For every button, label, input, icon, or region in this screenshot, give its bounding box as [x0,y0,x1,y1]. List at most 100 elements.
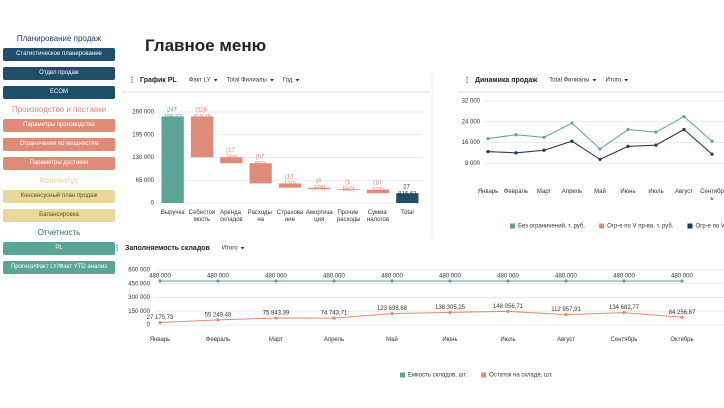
section-title: Производство и поставки [11,105,107,114]
y-tick-label: 32 000 [462,99,481,105]
data-point [158,320,162,325]
x-tick-label: Август [557,337,575,343]
x-tick-label: Страхова ние [277,210,304,223]
x-tick-label: Расходы на [248,210,274,223]
x-tick-label: Март [269,337,284,343]
x-tick-label: Май [386,336,398,343]
legend-label: Емкость складов, шт. [408,373,467,379]
x-tick-label: Май [594,188,606,195]
section-title: Консенсус [39,176,79,185]
chart-title: Динамика продаж [475,77,538,84]
data-label: 27 175,73 [147,315,174,321]
menu-icon [466,81,468,84]
nav-button[interactable]: Параметры доставки [3,157,115,170]
x-tick-label: Август [675,189,693,195]
sidebar-section: Производство и поставки Параметры произво… [3,105,115,170]
data-point [598,157,602,161]
y-tick-label: 65 000 [136,178,155,184]
waterfall-bar [337,189,360,190]
data-label: 84 256,87 [669,310,696,316]
data-point [680,279,684,283]
y-tick-label: 450 000 [128,281,150,287]
y-tick-label: 130 000 [132,155,154,161]
nav-button[interactable]: ECOM [3,86,115,99]
data-point [680,315,684,319]
dropdown-caret [592,79,597,82]
nav-button[interactable]: Статистическое планирование [3,48,115,61]
legend-swatch [510,223,515,229]
dropdown-caret [240,247,245,250]
menu-icon [131,76,133,79]
data-label: 480 000 [323,274,345,280]
x-tick-label: Сумма налогов [367,210,389,223]
nav-button[interactable]: Балансировка [3,209,115,222]
nav-button[interactable]: Параметры производства [3,119,115,132]
dropdown-caret [624,79,629,82]
waterfall-bar [278,183,302,188]
data-point [682,127,686,132]
chart-title: График PL [140,77,177,84]
x-tick-label: Апрель [324,337,344,343]
data-point [390,312,394,316]
legend-label: Без ограничений, т. руб. [518,223,585,230]
waterfall-bar [220,157,243,164]
data-point [654,143,658,147]
data-point [274,316,278,320]
x-tick-label: Февраль [504,189,528,195]
data-label: (10 224) [372,180,384,193]
filter-dropdown[interactable]: Факт LY [189,78,211,84]
filter-dropdown[interactable]: Total Филиалы [227,78,267,84]
nav-button[interactable]: Прогноз/Факт LY/Факт YTD анализ [3,261,115,274]
data-label: 480 000 [207,274,229,280]
data-label: (4 178) [313,178,325,191]
waterfall-bar [190,116,214,158]
data-label: 134 682,77 [609,305,640,311]
menu-icon [466,79,468,81]
x-tick-label: Апрель [562,189,582,195]
nav-button[interactable]: Отдел продаж [3,67,115,80]
x-tick-label: Февраль [206,337,230,343]
menu-icon [116,244,118,247]
filter-dropdown[interactable]: Итого [606,78,622,84]
data-label: (17 280) [225,148,237,161]
data-point [570,139,574,143]
data-point [682,114,686,119]
data-point [622,279,626,283]
data-point [626,127,630,132]
legend-label: Остаток на складе, шт. [489,373,553,379]
data-point [216,318,220,322]
data-label: 27 816.62 [398,184,417,197]
sidebar: Планирование продаж Статистическое планир… [3,30,115,280]
data-point [542,135,546,139]
y-tick-label: 24 000 [462,119,481,125]
data-label: 138 305,25 [435,305,466,311]
x-tick-label: Аренда складов [220,210,243,223]
y-tick-label: 0 [147,323,151,329]
data-point [506,309,510,314]
data-point [390,279,394,283]
data-point [486,137,490,141]
data-point [158,279,162,283]
filter-dropdown[interactable]: Итого [222,246,238,252]
x-tick-label: Октябрь [670,337,693,343]
filter-dropdown[interactable]: Total Филиалы [549,78,589,84]
waterfall-bar [308,187,331,190]
page-title: Главное меню [145,36,267,55]
legend-label: Огр-е по V пр-ва, ва [695,224,724,230]
y-tick-label: 0 [151,201,155,207]
x-tick-label: Июнь [620,189,635,195]
y-tick-label: 195 000 [132,132,154,138]
data-point [564,279,568,283]
legend-swatch [687,223,693,229]
nav-button[interactable]: PL [3,242,115,255]
data-point [486,149,490,154]
nav-button[interactable]: Консенсусный план продаж [3,190,115,203]
x-tick-label: Total [401,210,414,216]
data-point [332,316,336,320]
data-point [570,121,574,125]
data-point [216,279,220,283]
nav-button[interactable]: Ограничения по мощностям [3,138,115,151]
filter-dropdown[interactable]: Год [283,78,293,84]
data-point [506,279,510,283]
data-label: (1 560) [343,180,355,193]
